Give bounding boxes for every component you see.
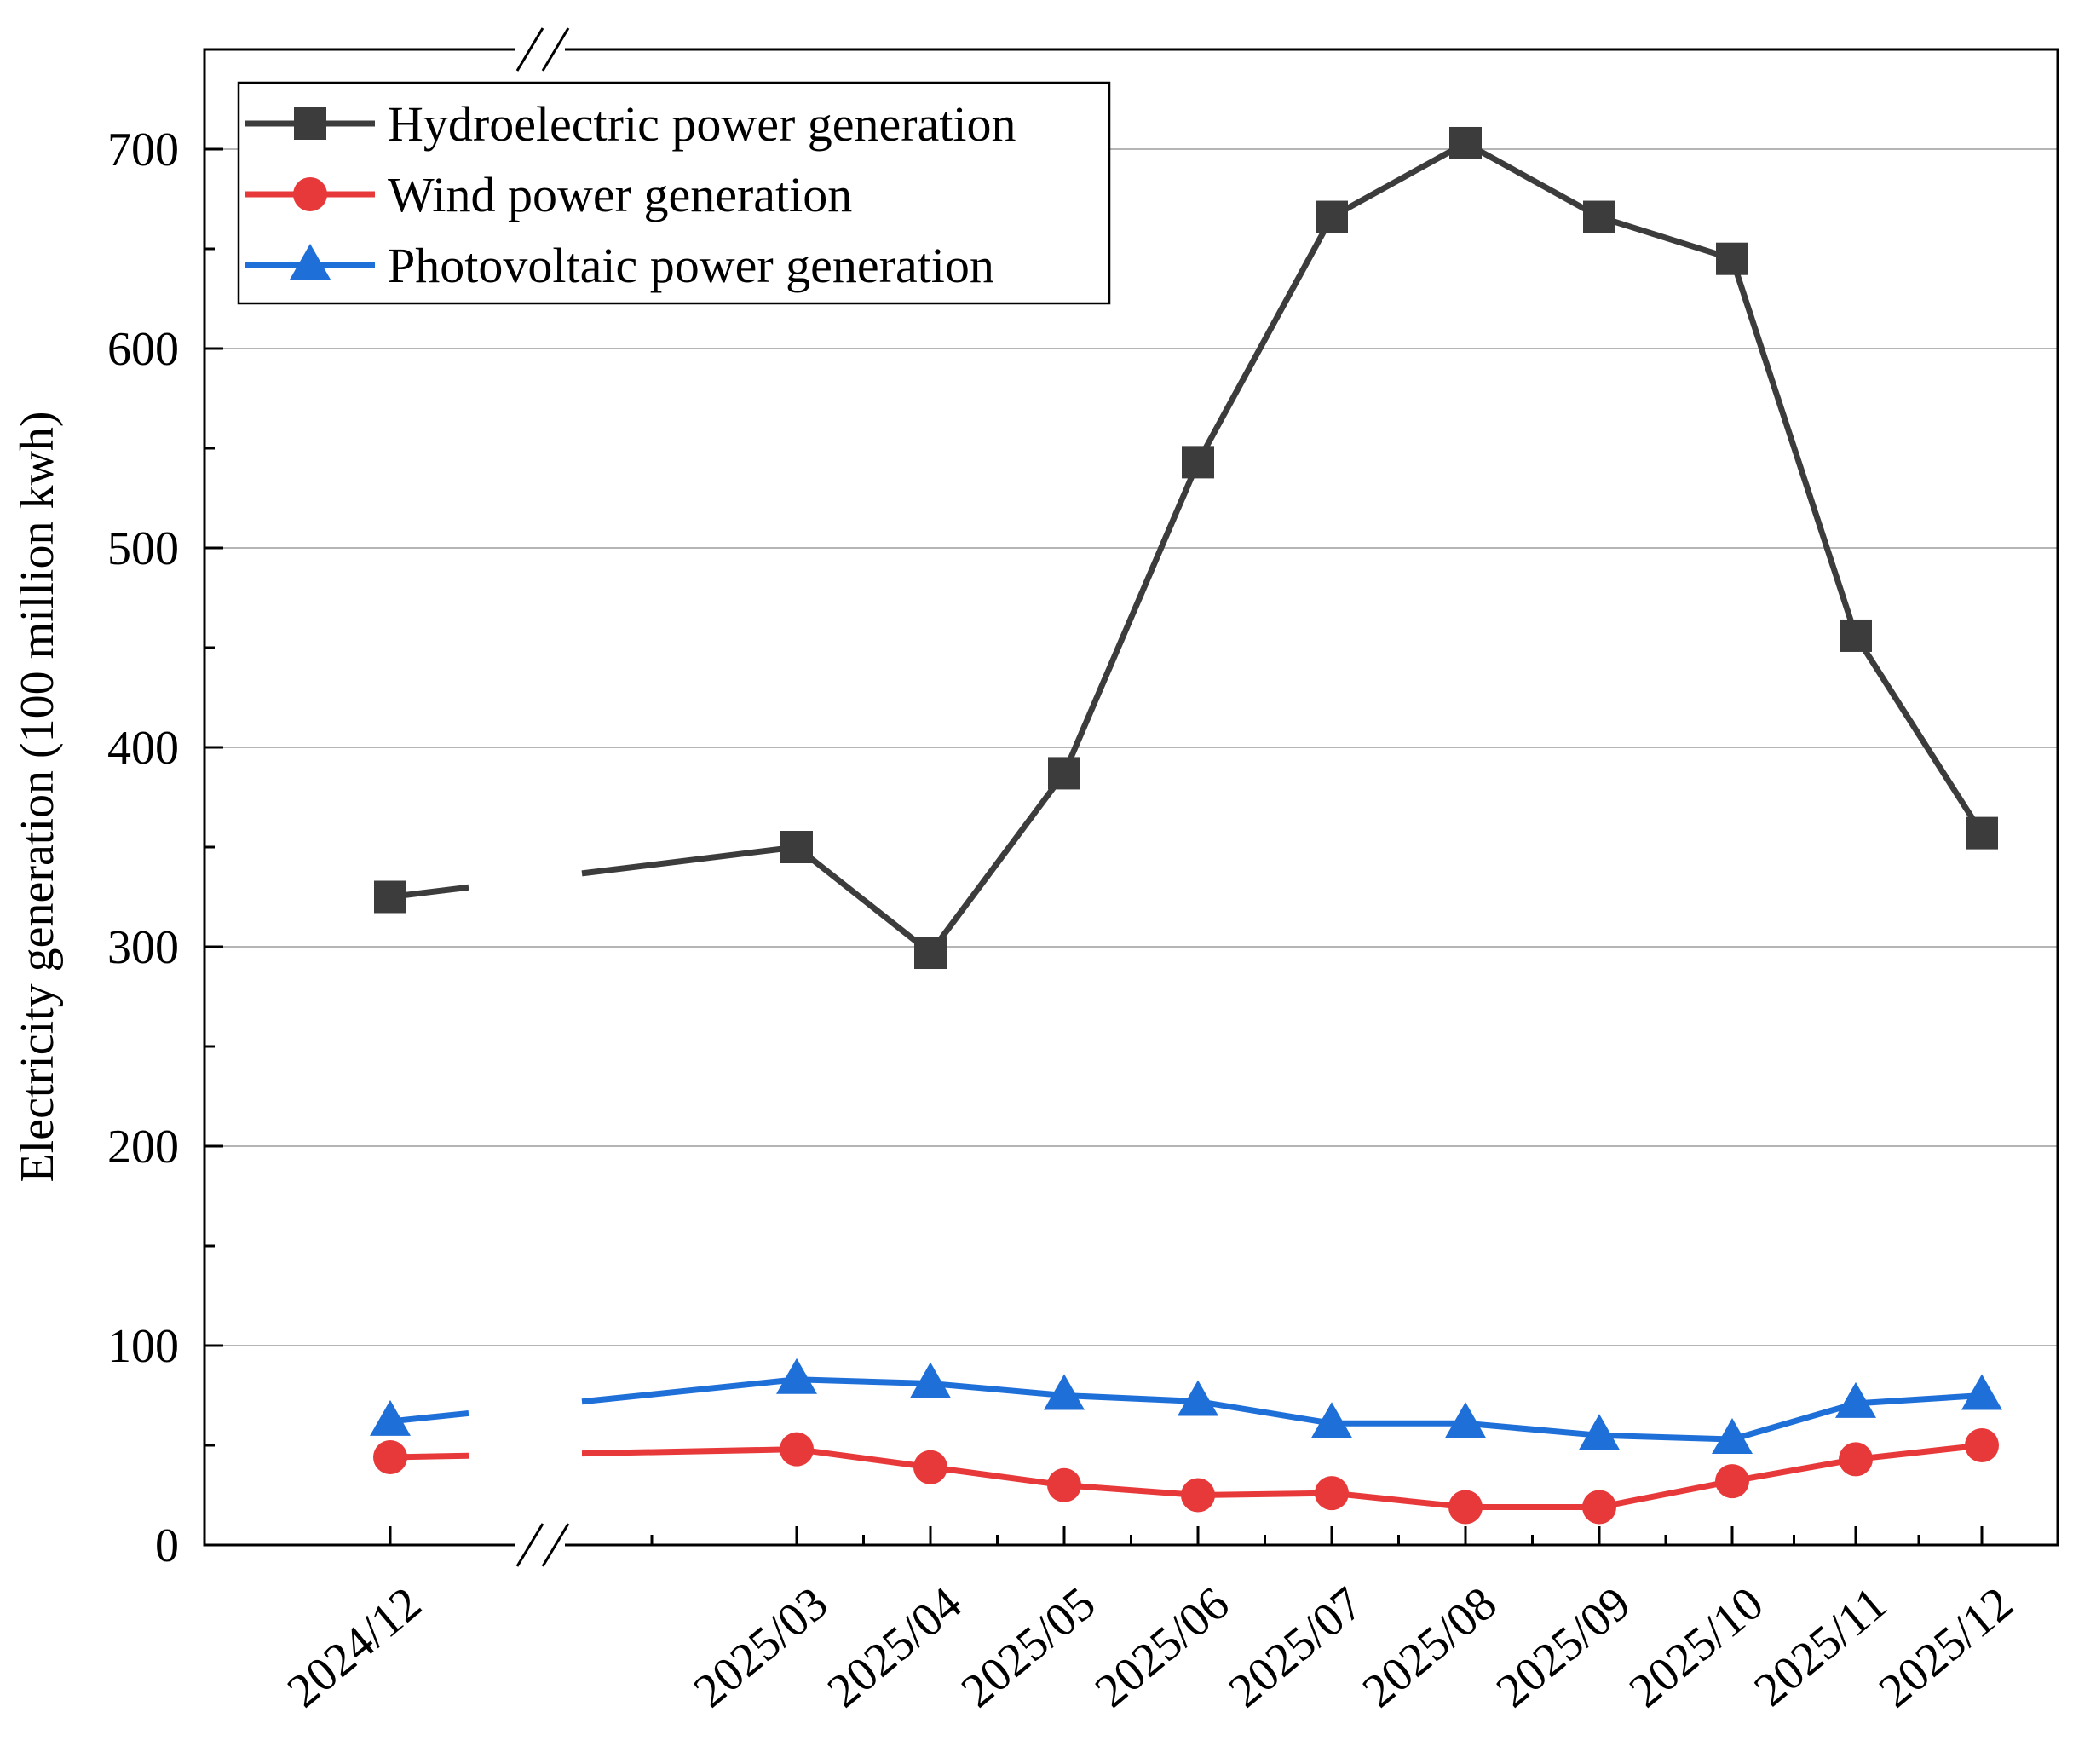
legend-item: Hydroelectric power generation bbox=[245, 96, 1016, 152]
y-tick-label: 600 bbox=[107, 323, 179, 376]
data-point-triangle bbox=[1961, 1374, 2002, 1410]
y-tick-label: 100 bbox=[107, 1320, 179, 1373]
data-point-triangle bbox=[370, 1399, 411, 1436]
y-tick-label: 0 bbox=[155, 1519, 179, 1572]
data-point-circle bbox=[373, 1440, 407, 1475]
data-point-triangle bbox=[1579, 1414, 1620, 1450]
axis-break-gap bbox=[515, 1542, 565, 1548]
data-point-triangle bbox=[1178, 1380, 1218, 1416]
legend-marker-square bbox=[294, 107, 326, 140]
data-point-circle bbox=[1839, 1442, 1873, 1477]
axis-break-slash bbox=[515, 1523, 544, 1567]
legend-marker-triangle bbox=[290, 244, 331, 280]
series-3 bbox=[370, 1358, 2002, 1454]
data-point-circle bbox=[1448, 1490, 1483, 1525]
data-point-square bbox=[1840, 619, 1872, 652]
y-tick-label: 400 bbox=[107, 722, 179, 775]
data-point-square bbox=[780, 831, 813, 863]
data-point-circle bbox=[1715, 1464, 1749, 1499]
series-line bbox=[794, 140, 1984, 956]
data-point-square bbox=[1966, 816, 1998, 850]
data-point-square bbox=[914, 937, 947, 970]
gridlines bbox=[204, 148, 2058, 1346]
legend-label: Hydroelectric power generation bbox=[388, 96, 1016, 152]
axis-break-gap bbox=[515, 46, 565, 53]
data-point-circle bbox=[1047, 1467, 1081, 1502]
data-point-circle bbox=[1315, 1476, 1349, 1511]
data-point-circle bbox=[780, 1432, 814, 1467]
series-line-segment bbox=[581, 1376, 798, 1405]
axis-break-slash bbox=[541, 27, 570, 72]
legend-marker-circle bbox=[293, 177, 327, 211]
legend-item: Photovoltaic power generation bbox=[245, 238, 994, 293]
series-1 bbox=[374, 126, 1998, 970]
legend-box bbox=[237, 81, 1111, 305]
data-point-triangle bbox=[910, 1362, 951, 1398]
series-line-segment bbox=[581, 1446, 798, 1457]
data-point-square bbox=[1583, 200, 1615, 233]
legend-item: Wind power generation bbox=[245, 167, 852, 222]
data-point-square bbox=[1316, 200, 1348, 233]
y-axis-title: Electricity generation (100 million kwh) bbox=[11, 411, 64, 1182]
series-line bbox=[796, 1376, 1983, 1443]
data-point-triangle bbox=[1712, 1417, 1753, 1454]
data-point-square bbox=[374, 880, 406, 914]
legend-label: Photovoltaic power generation bbox=[388, 238, 994, 293]
data-point-circle bbox=[913, 1450, 947, 1484]
legend: Hydroelectric power generation Wind power… bbox=[237, 81, 1111, 305]
y-tick-label: 500 bbox=[107, 522, 179, 575]
data-point-square bbox=[1449, 126, 1482, 159]
data-point-square bbox=[1182, 446, 1214, 479]
y-tick-label: 200 bbox=[107, 1121, 179, 1173]
series-line-segment bbox=[389, 1409, 469, 1425]
data-point-triangle bbox=[1311, 1402, 1352, 1438]
series-line-segment bbox=[581, 844, 798, 877]
series-group bbox=[370, 126, 2002, 1525]
data-point-triangle bbox=[1835, 1381, 1876, 1418]
series-2 bbox=[373, 1428, 1999, 1525]
axis-break-slash bbox=[541, 1523, 570, 1567]
data-point-triangle bbox=[776, 1358, 817, 1394]
data-point-circle bbox=[1181, 1478, 1215, 1513]
y-tick-label: 700 bbox=[107, 124, 179, 176]
data-point-square bbox=[1048, 757, 1080, 790]
data-point-triangle bbox=[1044, 1374, 1085, 1410]
axis-break-slash bbox=[515, 27, 544, 72]
data-point-square bbox=[1716, 242, 1748, 275]
data-point-circle bbox=[1965, 1428, 1999, 1462]
data-point-circle bbox=[1582, 1490, 1616, 1525]
y-tick-label: 300 bbox=[107, 921, 179, 974]
data-point-triangle bbox=[1445, 1402, 1486, 1438]
series-line bbox=[796, 1442, 1983, 1511]
legend-label: Wind power generation bbox=[388, 167, 852, 222]
